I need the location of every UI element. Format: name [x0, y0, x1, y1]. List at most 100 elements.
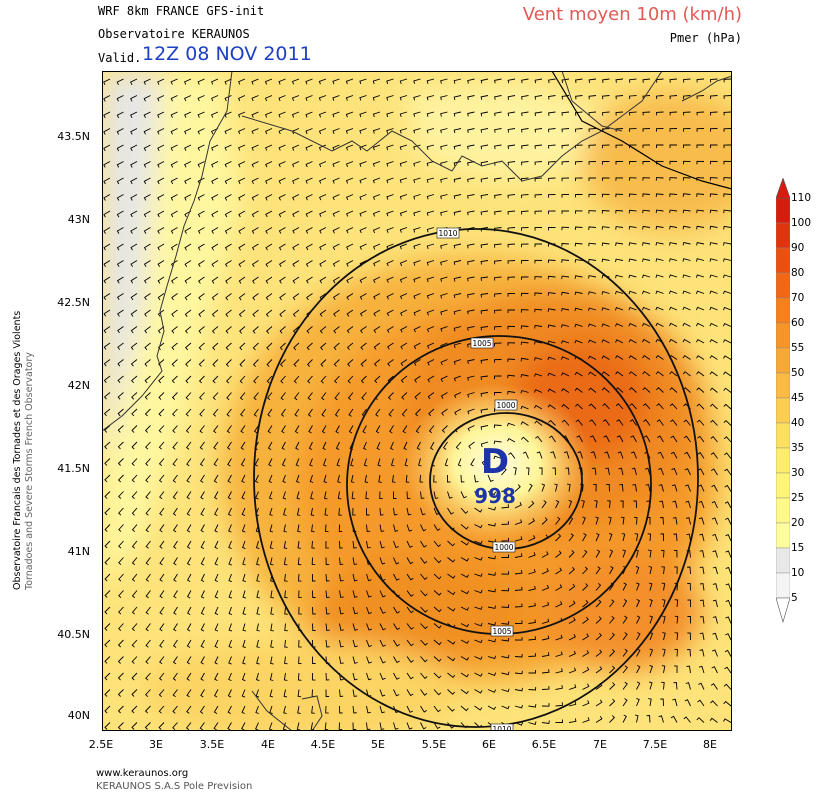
wind-barb	[642, 225, 651, 230]
wind-barb	[359, 111, 367, 118]
wind-barb	[379, 705, 385, 714]
wind-barb	[588, 144, 597, 149]
legend-color-cell	[776, 422, 790, 449]
wind-barb	[642, 371, 651, 377]
wind-barb	[541, 618, 550, 624]
wind-barb	[251, 78, 259, 85]
wind-barb	[103, 177, 111, 185]
wind-barb	[103, 359, 111, 367]
wind-barb	[212, 375, 219, 384]
wind-barb	[723, 95, 732, 99]
wind-barb	[131, 606, 138, 615]
wind-barb	[131, 458, 138, 467]
wind-barb	[379, 689, 386, 697]
wind-barb	[520, 373, 529, 378]
wind-barb	[224, 210, 232, 218]
wind-barb	[567, 483, 571, 492]
wind-barb	[480, 326, 489, 331]
wind-barb	[568, 650, 576, 657]
wind-barb	[460, 524, 469, 530]
wind-barb	[528, 568, 536, 575]
wind-barb	[609, 582, 615, 591]
wind-barb	[197, 111, 205, 118]
wind-barb	[319, 227, 327, 234]
wind-barb	[339, 590, 344, 598]
wind-barb	[547, 356, 556, 361]
wind-barb	[528, 653, 536, 657]
wind-barb	[723, 371, 732, 377]
wind-barb	[602, 144, 610, 149]
wind-barb	[238, 293, 246, 301]
wind-barb	[487, 689, 497, 693]
wind-barb	[541, 720, 550, 725]
wind-barb	[393, 540, 399, 549]
wind-barb	[226, 375, 232, 384]
wind-barb	[480, 111, 489, 117]
wind-barb	[225, 359, 232, 367]
wind-barb	[547, 259, 556, 264]
wind-barb	[501, 487, 509, 492]
wind-barb	[319, 309, 327, 317]
wind-barb	[521, 128, 529, 133]
wind-barb	[709, 177, 718, 181]
wind-barb	[433, 524, 441, 532]
wind-barb	[615, 177, 624, 181]
wind-barb	[386, 194, 394, 200]
wind-barb	[561, 307, 570, 312]
footer-url[interactable]: www.keraunos.org	[96, 768, 189, 779]
wind-barb	[332, 260, 340, 267]
wind-barb	[453, 359, 462, 365]
wind-barb	[393, 623, 401, 631]
wind-barb	[214, 639, 219, 649]
wind-barb	[568, 600, 576, 608]
wind-barb	[575, 128, 583, 133]
wind-barb	[280, 408, 286, 417]
wind-barb	[278, 194, 286, 201]
wind-barb	[172, 458, 178, 467]
wind-barb	[433, 491, 439, 499]
wind-barb	[157, 161, 165, 168]
wind-barb	[305, 177, 313, 184]
wind-barb	[400, 359, 408, 367]
wind-barb	[345, 95, 354, 101]
wind-barb	[213, 458, 219, 467]
wind-barb	[501, 688, 510, 693]
wind-barb	[548, 419, 556, 426]
wind-barb	[628, 209, 637, 214]
wind-barb	[130, 128, 138, 135]
wind-barb	[214, 573, 219, 583]
wind-barb	[595, 532, 600, 542]
wind-barb	[541, 551, 549, 558]
wind-barb	[159, 507, 165, 516]
wind-barb	[447, 689, 456, 695]
wind-barb	[228, 590, 233, 599]
wind-barb	[433, 606, 442, 613]
wind-barb	[669, 242, 678, 246]
wind-barb	[709, 193, 718, 197]
wind-barb	[521, 276, 529, 280]
footer-company: KERAUNOS S.A.S Pole Prevision	[96, 781, 253, 792]
wind-barb	[332, 276, 340, 284]
wind-barb	[683, 95, 691, 100]
wind-barb	[157, 78, 165, 85]
wind-barb	[642, 338, 651, 344]
wind-barb	[131, 392, 138, 400]
parameter-subtitle: Pmer (hPa)	[669, 31, 742, 45]
wind-barb	[294, 425, 300, 434]
wind-barb	[332, 177, 340, 184]
legend-bottom-arrow	[776, 597, 790, 624]
wind-barb	[345, 111, 354, 118]
wind-barb	[643, 419, 651, 426]
wind-barb	[528, 686, 537, 691]
wind-barb	[709, 258, 718, 262]
wind-barb	[722, 323, 732, 327]
wind-barb	[609, 632, 615, 641]
wind-barb	[710, 144, 718, 148]
wind-barb	[674, 648, 678, 657]
wind-barb	[433, 705, 441, 713]
wind-barb	[291, 78, 300, 85]
wind-barb	[723, 209, 732, 214]
wind-barb	[200, 606, 205, 616]
lon-tick-label: 4.5E	[310, 738, 336, 751]
wind-barb	[252, 342, 259, 351]
